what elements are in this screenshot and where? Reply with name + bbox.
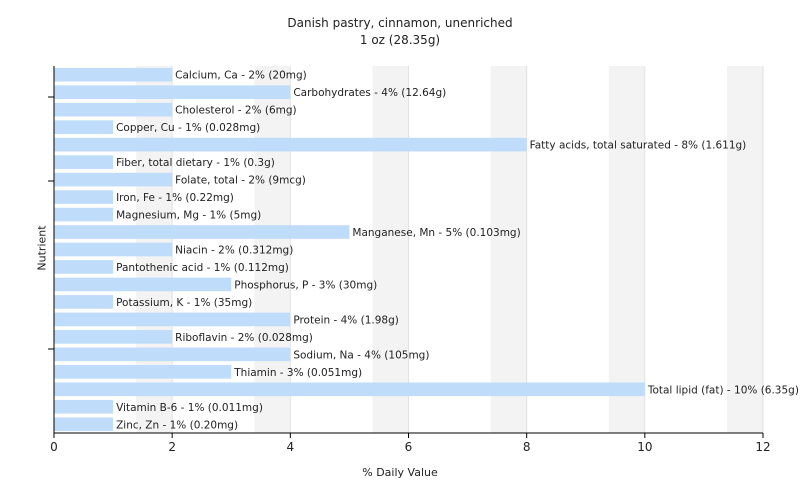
bar bbox=[54, 155, 114, 169]
bar-label: Fiber, total dietary - 1% (0.3g) bbox=[116, 157, 275, 169]
bar bbox=[54, 120, 114, 134]
x-tick-label: 12 bbox=[755, 440, 770, 454]
bar-label: Riboflavin - 2% (0.028mg) bbox=[175, 332, 313, 344]
bar bbox=[54, 312, 291, 327]
bar-label: Niacin - 2% (0.312mg) bbox=[175, 245, 293, 257]
bar-label: Magnesium, Mg - 1% (5mg) bbox=[116, 210, 261, 222]
bar bbox=[54, 190, 114, 204]
bar bbox=[54, 347, 291, 362]
bar-label: Protein - 4% (1.98g) bbox=[293, 314, 399, 326]
bar-label: Fatty acids, total saturated - 8% (1.611… bbox=[530, 140, 747, 152]
x-tick-label: 10 bbox=[637, 440, 652, 454]
plot-band-shade bbox=[608, 66, 645, 433]
bar-label: Manganese, Mn - 5% (0.103mg) bbox=[352, 227, 520, 239]
bar-label: Thiamin - 3% (0.051mg) bbox=[233, 367, 362, 379]
bar bbox=[54, 330, 173, 344]
bar-label: Vitamin B-6 - 1% (0.011mg) bbox=[116, 402, 263, 414]
chart-title: Danish pastry, cinnamon, unenriched bbox=[287, 16, 513, 30]
bar bbox=[54, 382, 645, 397]
bar-label: Cholesterol - 2% (6mg) bbox=[175, 105, 297, 117]
bar bbox=[54, 85, 291, 100]
x-tick-label: 0 bbox=[50, 440, 58, 454]
x-tick-label: 2 bbox=[168, 440, 176, 454]
bar bbox=[54, 137, 527, 152]
bar-label: Sodium, Na - 4% (105mg) bbox=[293, 349, 429, 361]
x-tick-label: 8 bbox=[523, 440, 531, 454]
bar-label: Total lipid (fat) - 10% (6.35g) bbox=[647, 384, 799, 396]
bar bbox=[54, 225, 350, 239]
bar bbox=[54, 67, 173, 82]
bar-label: Copper, Cu - 1% (0.028mg) bbox=[116, 122, 260, 134]
plot-band-shade bbox=[727, 66, 763, 433]
bar bbox=[54, 102, 173, 117]
plot-band-shade bbox=[254, 66, 291, 433]
bar-label: Iron, Fe - 1% (0.22mg) bbox=[116, 192, 234, 204]
bar bbox=[54, 172, 173, 187]
plot-band-shade bbox=[490, 66, 527, 433]
bar bbox=[54, 260, 114, 274]
bar bbox=[54, 399, 114, 414]
bar-label: Potassium, K - 1% (35mg) bbox=[116, 297, 252, 309]
bar-label: Zinc, Zn - 1% (0.20mg) bbox=[116, 419, 238, 431]
bar bbox=[54, 277, 232, 292]
x-tick-label: 4 bbox=[287, 440, 295, 454]
bar bbox=[54, 295, 114, 309]
chart-subtitle: 1 oz (28.35g) bbox=[359, 33, 441, 47]
x-axis-label: % Daily Value bbox=[362, 466, 438, 479]
bar-label: Calcium, Ca - 2% (20mg) bbox=[175, 70, 307, 82]
bar-label: Phosphorus, P - 3% (30mg) bbox=[234, 279, 377, 291]
x-tick-label: 6 bbox=[405, 440, 413, 454]
bar-label: Carbohydrates - 4% (12.64g) bbox=[293, 87, 446, 99]
bar bbox=[54, 207, 114, 222]
bar bbox=[54, 365, 232, 379]
bar-label: Pantothenic acid - 1% (0.112mg) bbox=[116, 262, 289, 274]
bar bbox=[54, 417, 114, 432]
bar-label: Folate, total - 2% (9mcg) bbox=[175, 175, 306, 187]
bar bbox=[54, 242, 173, 257]
plot-band-shade bbox=[372, 66, 409, 433]
y-axis-label: Nutrient bbox=[35, 225, 49, 271]
